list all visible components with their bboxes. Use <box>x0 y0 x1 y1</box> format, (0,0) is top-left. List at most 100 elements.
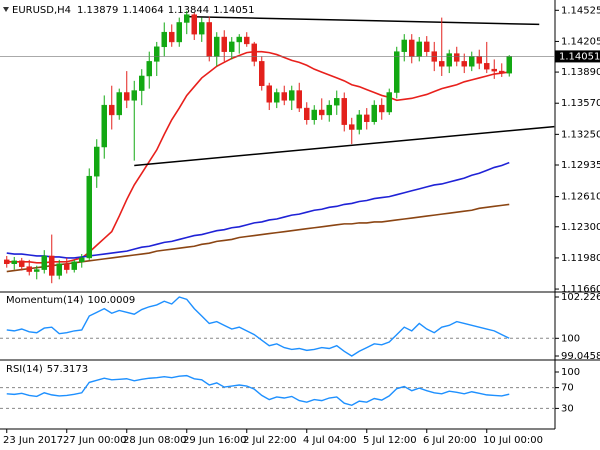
x-tick-label: 2 Jul 22:00 <box>243 435 297 446</box>
candle-body <box>49 255 55 276</box>
y-tick-label: 1.13570 <box>561 98 600 109</box>
price-tag-label: 1.14051 <box>559 51 600 62</box>
candle-body <box>401 39 407 52</box>
y-tick-label: 1.12935 <box>561 160 600 171</box>
candle-body <box>334 98 340 106</box>
header-close: 1.14051 <box>213 5 254 16</box>
y-tick-label: 100 <box>561 333 580 344</box>
x-tick-label: 28 Jun 08:00 <box>123 435 187 446</box>
candle-body <box>281 92 287 101</box>
moving-average <box>6 203 510 273</box>
candle-body <box>349 124 355 130</box>
candle-body <box>169 31 175 43</box>
candle-body <box>19 260 25 267</box>
candle-body <box>184 14 190 23</box>
candle-body <box>289 90 295 101</box>
candle-body <box>221 36 227 52</box>
candle-body <box>304 107 310 121</box>
candle-body <box>446 53 452 67</box>
candle-body <box>476 56 482 64</box>
candle-body <box>499 70 505 74</box>
candle-body <box>371 104 377 122</box>
y-tick-label: 1.14205 <box>561 36 600 47</box>
candle-body <box>94 146 100 177</box>
candle-body <box>131 90 137 101</box>
rsi-header: RSI(14) 57.3173 <box>6 364 88 375</box>
x-tick-label: 4 Jul 04:00 <box>303 435 357 446</box>
candle-body <box>326 104 332 116</box>
candle-body <box>259 61 265 86</box>
y-tick-label: 1.12610 <box>561 192 600 203</box>
candle-body <box>296 90 302 109</box>
y-tick-label: 30 <box>561 403 574 414</box>
x-tick-label: 10 Jul 00:00 <box>483 435 543 446</box>
candle-body <box>139 75 145 91</box>
x-tick-label: 27 Jun 00:00 <box>63 435 127 446</box>
candle-body <box>491 68 497 72</box>
y-tick-label: 100 <box>561 367 580 378</box>
candle-body <box>26 266 32 272</box>
momentum-title: Momentum(14) <box>6 295 84 306</box>
header-high: 1.14064 <box>122 5 163 16</box>
candle-body <box>71 261 77 270</box>
trendline <box>186 15 540 26</box>
candle-body <box>86 175 92 259</box>
price-plot <box>4 10 555 284</box>
candle-body <box>454 53 460 62</box>
candle-body <box>64 263 70 270</box>
candle-body <box>109 104 115 116</box>
candle-body <box>506 56 512 74</box>
candle-body <box>266 85 272 103</box>
candle-body <box>484 63 490 70</box>
y-tick-label: 102.2267 <box>561 292 600 303</box>
indicator-line <box>6 374 510 407</box>
rsi-last: 57.3173 <box>47 364 88 375</box>
trendline <box>134 125 555 167</box>
y-tick-label: 1.13890 <box>561 67 600 78</box>
candle-body <box>41 255 47 270</box>
candle-body <box>356 114 362 130</box>
candle-body <box>4 259 10 265</box>
candle-body <box>409 39 415 57</box>
candle-body <box>116 92 122 116</box>
y-tick-label: 99.0458 <box>561 351 600 362</box>
candle-body <box>56 263 62 276</box>
candle-body <box>176 22 182 43</box>
candle-body <box>161 31 167 48</box>
price-tag <box>555 50 600 63</box>
candle-body <box>394 51 400 93</box>
y-tick-label: 70 <box>561 383 574 394</box>
y-tick-label: 1.12300 <box>561 222 600 233</box>
candle-body <box>79 257 85 263</box>
indicator-line <box>6 296 510 357</box>
y-tick-label: 1.11660 <box>561 284 600 295</box>
candle-body <box>341 98 347 125</box>
candle-body <box>424 41 430 52</box>
y-tick-label: 1.11980 <box>561 253 600 264</box>
candle-body <box>416 41 422 57</box>
momentum-last: 100.0009 <box>88 295 136 306</box>
candle-body <box>469 56 475 67</box>
y-tick-label: 1.13250 <box>561 129 600 140</box>
candle-body <box>379 104 385 113</box>
momentum-header: Momentum(14) 100.0009 <box>6 295 135 306</box>
candle-body <box>251 43 257 62</box>
candle-body <box>244 36 250 45</box>
candle-body <box>386 92 392 113</box>
candle-body <box>206 22 212 57</box>
candle-body <box>319 109 325 116</box>
symbol: EURUSD,H4 <box>12 5 71 16</box>
symbol-icon <box>3 7 9 12</box>
rsi-title: RSI(14) <box>6 364 43 375</box>
header-open: 1.13879 <box>77 5 118 16</box>
candle-body <box>199 22 205 35</box>
candle-body <box>34 269 40 272</box>
candle-body <box>154 46 160 62</box>
candle-body <box>461 61 467 67</box>
y-tick-label: 1.14525 <box>561 5 600 16</box>
x-tick-label: 29 Jun 16:00 <box>183 435 247 446</box>
candle-body <box>274 92 280 103</box>
candle-body <box>364 114 370 122</box>
